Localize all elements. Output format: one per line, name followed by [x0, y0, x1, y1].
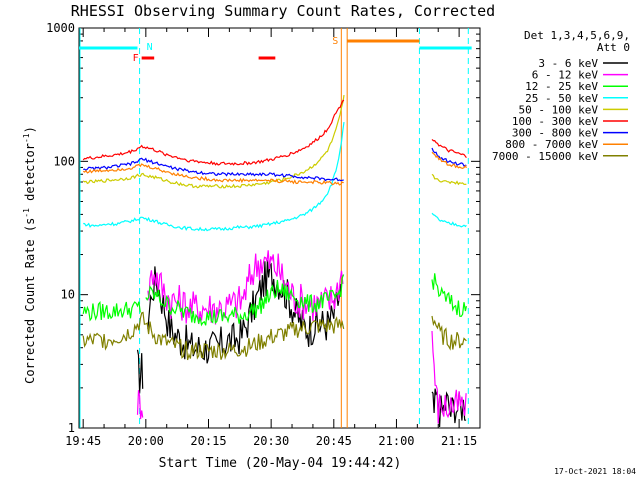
chart-title: RHESSI Observing Summary Count Rates, Co…: [71, 2, 495, 20]
series-line: [82, 99, 467, 166]
x-tick-label: 20:00: [128, 434, 164, 448]
x-tick-label: 20:45: [316, 434, 352, 448]
y-tick-label: 1: [68, 421, 75, 435]
y-axis-label: Corrected Count Rate (s-1 detector-1): [22, 126, 37, 384]
legend-header-line-1: Det 1,3,4,5,6,9,: [524, 29, 630, 42]
series-line: [82, 273, 467, 327]
y-tick-label: 100: [53, 154, 75, 168]
saa-label: S: [332, 36, 338, 47]
series-line: [82, 311, 467, 361]
plot-area: 1 10 100 1000 19:45 20:00 20:15 20:30 20:45 21:00…: [46, 21, 481, 448]
x-tick-label: 20:30: [253, 434, 289, 448]
plot-frame: [78, 27, 481, 429]
legend-item-label: 12 - 25 keV: [525, 80, 598, 93]
x-tick-label: 21:00: [378, 434, 414, 448]
x-tick-label: 21:15: [441, 434, 477, 448]
series-line: [83, 122, 467, 232]
legend-item-label: 300 - 800 keV: [512, 127, 598, 140]
legend-item-label: 25 - 50 keV: [525, 92, 598, 105]
flare-label: F: [133, 53, 139, 64]
x-tick-label: 19:45: [65, 434, 101, 448]
series-line: [82, 151, 467, 186]
legend-item-label: 50 - 100 keV: [519, 103, 599, 116]
legend-item-label: 7000 - 15000 keV: [492, 150, 598, 163]
footer-date: 17-Oct-2021 18:04: [554, 467, 636, 476]
svg-text:Corrected Count Rate (s-1 dete: Corrected Count Rate (s-1 detector-1): [22, 126, 37, 384]
night-label: N: [147, 42, 153, 53]
legend-item-label: 6 - 12 keV: [532, 69, 599, 82]
x-axis-label: Start Time (20-May-04 19:44:42): [159, 456, 402, 471]
legend-item-label: 800 - 7000 keV: [505, 138, 598, 151]
y-tick-label: 10: [61, 288, 75, 302]
legend-item-label: 3 - 6 keV: [538, 57, 598, 70]
x-tick-label: 20:15: [190, 434, 226, 448]
legend-item-label: 100 - 300 keV: [512, 115, 598, 128]
legend-header-line-2: Att 0: [597, 41, 630, 54]
y-tick-label: 1000: [46, 21, 75, 35]
series-line: [82, 95, 467, 189]
